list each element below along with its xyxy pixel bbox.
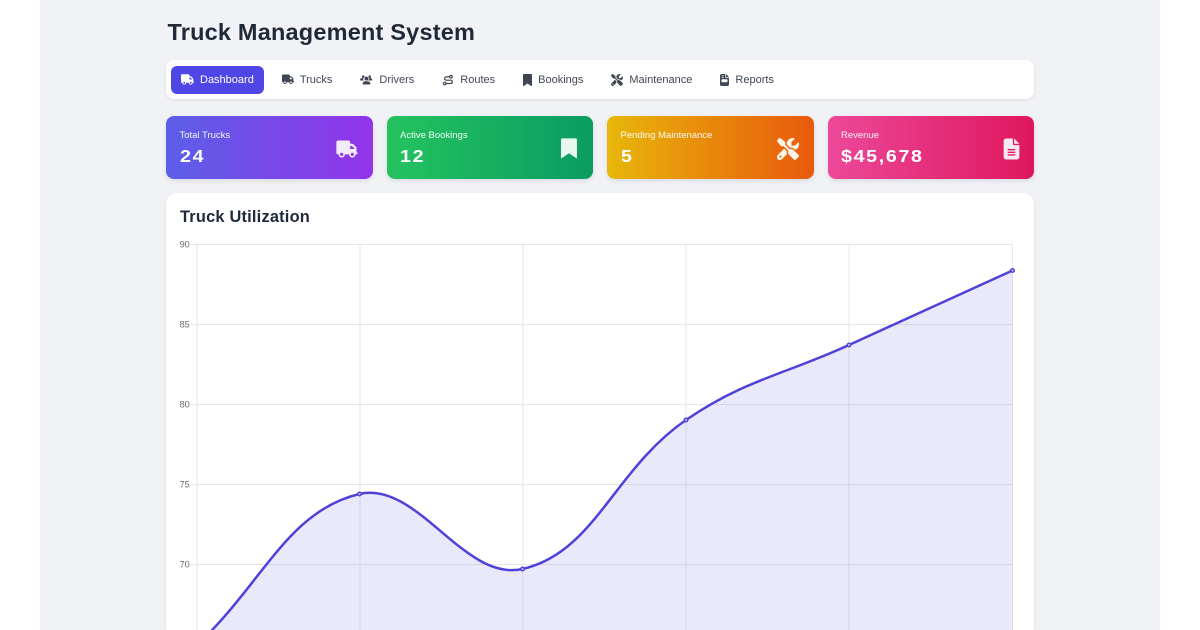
svg-text:85: 85: [180, 319, 190, 329]
svg-text:90: 90: [180, 239, 190, 249]
svg-text:80: 80: [180, 399, 190, 409]
svg-text:70: 70: [180, 559, 190, 569]
svg-text:75: 75: [180, 479, 190, 489]
